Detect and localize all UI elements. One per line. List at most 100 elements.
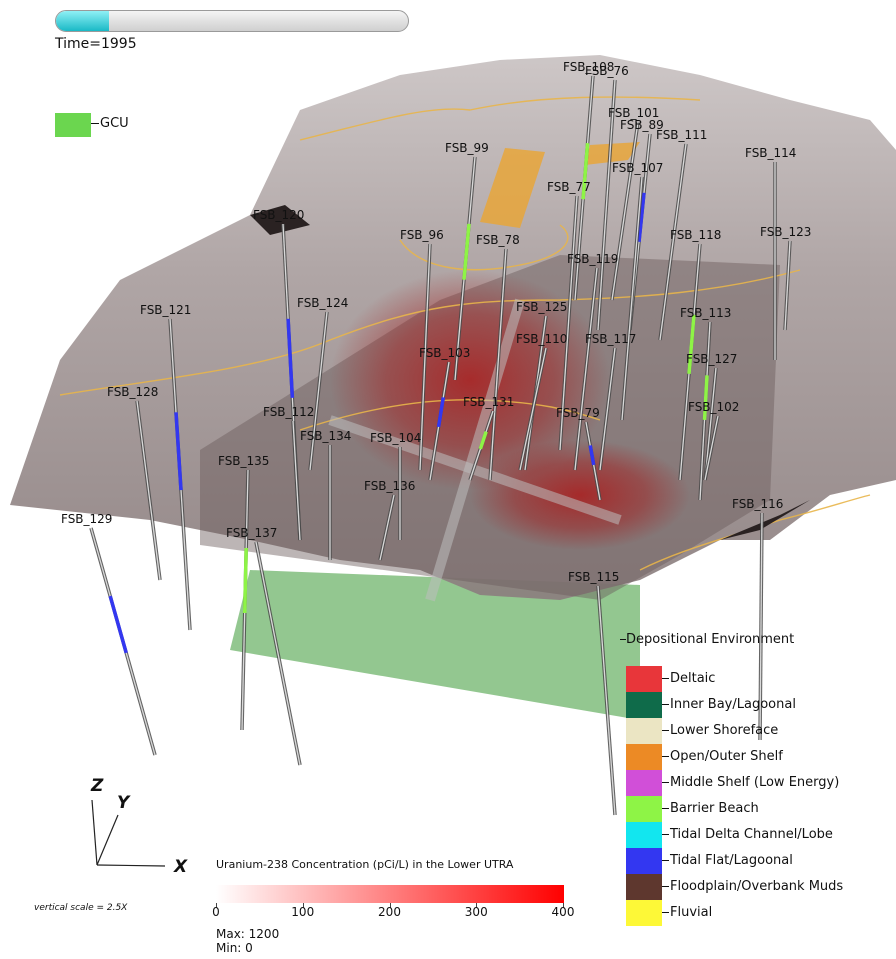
well-label-FSB_111: FSB_111: [656, 128, 707, 142]
well-label-FSB_137: FSB_137: [226, 526, 277, 540]
well-label-FSB_77: FSB_77: [547, 180, 591, 194]
well-core-FSB_119: [574, 267, 598, 471]
depositional-legend-colorbar: [626, 666, 662, 926]
well-label-FSB_135: FSB_135: [218, 454, 269, 468]
well-label-FSB_125: FSB_125: [516, 300, 567, 314]
concentration-min: Min: 0: [216, 941, 253, 955]
well-label-FSB_89: FSB_89: [620, 118, 664, 132]
gcu-label: GCU: [91, 116, 129, 131]
colorbar-tick-0: [216, 903, 217, 908]
well-label-FSB_108: FSB_108: [563, 60, 614, 74]
concentration-max: Max: 1200: [216, 927, 280, 941]
well-interval-FSB_120: [286, 318, 295, 398]
legend-swatch-6: [626, 822, 662, 848]
colorbar-tick-3: [476, 903, 478, 908]
well-interval-FSB_129: [108, 595, 128, 654]
well-label-FSB_76: FSB_76: [585, 64, 629, 78]
legend-label-2: Lower Shoreface: [662, 718, 843, 744]
well-interval-FSB_89: [637, 192, 646, 242]
well-core-FSB_102: [704, 415, 719, 481]
colorbar-tick-label-3: 300: [464, 905, 488, 919]
well-label-FSB_127: FSB_127: [686, 352, 737, 366]
legend-label-6: Tidal Delta Channel/Lobe: [662, 822, 843, 848]
well-interval-FSB_113: [702, 375, 709, 420]
well-label-FSB_112: FSB_112: [263, 405, 314, 419]
legend-swatch-2: [626, 718, 662, 744]
axis-z-label: Z: [91, 776, 104, 796]
colorbar-tick-2: [389, 903, 391, 908]
well-label-FSB_113: FSB_113: [680, 306, 731, 320]
legend-swatch-4: [626, 770, 662, 796]
legend-label-9: Fluvial: [662, 900, 843, 926]
well-core-FSB_123: [784, 240, 791, 331]
well-interval-FSB_99: [462, 223, 471, 280]
well-core-FSB_101: [611, 121, 639, 301]
well-lines: [89, 75, 792, 816]
facility-pad-small: [585, 142, 640, 165]
well-interval-FSB_131: [478, 431, 488, 450]
vertical-scale-note: vertical scale = 2.5X: [34, 903, 128, 913]
colorbar-tick-label-1: 100: [291, 905, 315, 919]
well-label-FSB_123: FSB_123: [760, 225, 811, 239]
well-core-FSB_111: [659, 143, 687, 341]
well-label-FSB_117: FSB_117: [585, 332, 636, 346]
roads: [59, 96, 871, 571]
well-label-FSB_121: FSB_121: [140, 303, 191, 317]
colorbar-tick-1: [302, 903, 304, 908]
well-label-FSB_114: FSB_114: [745, 146, 796, 160]
well-label-FSB_134: FSB_134: [300, 429, 351, 443]
legend-label-5: Barrier Beach: [662, 796, 843, 822]
concentration-colorbar: [216, 885, 564, 903]
well-core-FSB_110: [519, 347, 547, 471]
legend-label-1: Inner Bay/Lagoonal: [662, 692, 843, 718]
well-label-FSB_99: FSB_99: [445, 141, 489, 155]
well-label-FSB_79: FSB_79: [556, 406, 600, 420]
well-core-FSB_136: [379, 494, 395, 561]
well-interval-FSB_135: [242, 547, 248, 614]
well-core-FSB_78: [489, 248, 507, 481]
ridge-west: [250, 205, 310, 235]
legend-swatch-0: [626, 666, 662, 692]
legend-label-3: Open/Outer Shelf: [662, 744, 843, 770]
well-label-FSB_124: FSB_124: [297, 296, 348, 310]
uranium-plume: [330, 270, 610, 490]
axis-triad: [91, 799, 166, 867]
gcu-plane: [230, 570, 640, 720]
colorbar-tick-4: [563, 903, 564, 908]
legend-label-8: Floodplain/Overbank Muds: [662, 874, 843, 900]
well-interval-FSB_79: [588, 445, 596, 466]
well-label-FSB_116: FSB_116: [732, 497, 783, 511]
uranium-plume-south: [470, 440, 690, 550]
well-label-FSB_96: FSB_96: [400, 228, 444, 242]
concentration-range: Max: 1200 Min: 0: [216, 927, 279, 955]
well-label-FSB_129: FSB_129: [61, 512, 112, 526]
time-label: Time=1995: [55, 36, 137, 52]
well-core-FSB_127: [704, 367, 717, 481]
time-slider[interactable]: [55, 10, 409, 32]
well-core-FSB_137: [255, 541, 301, 766]
legend-swatch-5: [626, 796, 662, 822]
colorbar-tick-label-2: 200: [378, 905, 401, 919]
gcu-swatch: [55, 113, 91, 137]
legend-label-0: Deltaic: [662, 666, 843, 692]
well-interval-FSB_108: [581, 143, 590, 200]
well-label-FSB_110: FSB_110: [516, 332, 567, 346]
facility-pad-main: [480, 148, 545, 228]
legend-swatch-3: [626, 744, 662, 770]
well-label-FSB_131: FSB_131: [463, 395, 514, 409]
colorbar-tick-label-4: 400: [551, 905, 575, 919]
well-core-FSB_77: [559, 195, 578, 451]
well-interval-FSB_121: [174, 412, 183, 491]
well-core-FSB_115: [597, 585, 616, 816]
well-label-FSB_101: FSB_101: [608, 106, 659, 120]
well-core-FSB_128: [136, 400, 161, 581]
legend-label-4: Middle Shelf (Low Energy): [662, 770, 843, 796]
time-slider-fill: [56, 11, 109, 31]
well-label-FSB_115: FSB_115: [568, 570, 619, 584]
legend-swatch-7: [626, 848, 662, 874]
well-core-FSB_96: [419, 243, 431, 471]
legend-swatch-1: [626, 692, 662, 718]
depositional-legend-labels: Deltaic Inner Bay/Lagoonal Lower Shoreface…: [662, 666, 843, 926]
